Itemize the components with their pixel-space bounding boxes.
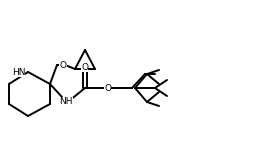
Text: O: O (81, 63, 89, 72)
Text: O: O (105, 84, 112, 92)
Text: NH: NH (59, 96, 73, 105)
Text: O: O (59, 60, 67, 69)
Text: HN: HN (12, 68, 25, 76)
